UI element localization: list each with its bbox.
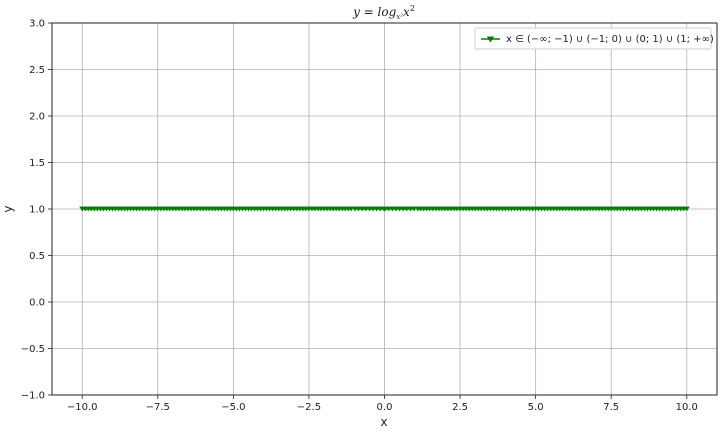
legend-box xyxy=(474,27,712,50)
chart-title: y = logx²x2 xyxy=(352,4,415,21)
legend-entry: x ∈ (−∞; −1) ∪ (−1; 0) ∪ (0; 1) ∪ (1; +∞… xyxy=(506,34,714,45)
legend-marker xyxy=(486,36,495,43)
x-tick-label: −7.5 xyxy=(146,402,170,413)
x-tick-label: −2.5 xyxy=(297,402,321,413)
x-tick-label: 5.0 xyxy=(528,402,544,413)
y-tick-label: 0.0 xyxy=(29,298,45,309)
x-tick-label: 0.0 xyxy=(377,402,393,413)
x-axis-label: x xyxy=(380,415,387,429)
x-tick-label: 7.5 xyxy=(603,402,619,413)
data-point xyxy=(683,206,690,212)
ticks: −10.0 −7.5 −5.0 −2.5 0.0 2.5 5.0 7.5 10.0 −1.0 −0.… xyxy=(21,19,698,414)
y-tick-label: 0.5 xyxy=(29,251,45,262)
y-axis-label: y xyxy=(1,205,15,212)
y-tick-label: 1.0 xyxy=(29,205,45,216)
x-tick-label: 10.0 xyxy=(676,402,698,413)
y-tick-label: 3.0 xyxy=(29,19,45,30)
y-tick-label: −1.0 xyxy=(21,391,45,402)
x-tick-label: −10.0 xyxy=(67,402,98,413)
y-tick-label: 2.5 xyxy=(29,65,45,76)
x-tick-label: −5.0 xyxy=(221,402,245,413)
legend: x ∈ (−∞; −1) ∪ (−1; 0) ∪ (0; 1) ∪ (1; +∞… xyxy=(474,27,714,50)
y-tick-label: −0.5 xyxy=(21,344,45,355)
y-tick-label: 2.0 xyxy=(29,112,45,123)
x-tick-label: 2.5 xyxy=(452,402,468,413)
y-tick-label: 1.5 xyxy=(29,158,45,169)
series-layer xyxy=(79,206,690,212)
